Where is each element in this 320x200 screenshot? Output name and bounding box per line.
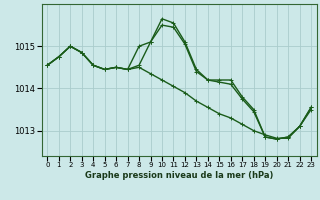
- X-axis label: Graphe pression niveau de la mer (hPa): Graphe pression niveau de la mer (hPa): [85, 171, 273, 180]
